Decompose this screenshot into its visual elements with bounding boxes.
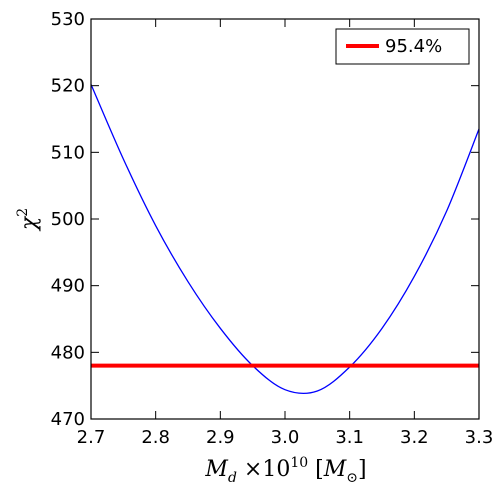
x-tick-label: 3.1	[335, 427, 364, 448]
x-tick-label: 2.7	[77, 427, 106, 448]
x-tick-label: 3.0	[271, 427, 300, 448]
series-layer	[90, 84, 480, 395]
y-tick-label: 500	[51, 209, 85, 230]
y-tick-label: 480	[51, 342, 85, 363]
legend: 95.4%	[335, 28, 470, 65]
y-tick-label: 470	[51, 409, 85, 430]
ticks-layer: 2.7 2.8 2.9 3.0 3.1 3.2 3.3 470 480 490 500 510 520 5…	[51, 9, 494, 448]
y-tick-label: 510	[51, 142, 85, 163]
legend-label-95-4: 95.4%	[385, 36, 442, 57]
y-tick-label: 530	[51, 9, 85, 30]
x-tick-label: 3.2	[400, 427, 429, 448]
y-tick-label: 490	[51, 276, 85, 297]
y-tick-label: 520	[51, 76, 85, 97]
x-tick-label: 3.3	[465, 427, 494, 448]
x-tick-label: 2.9	[206, 427, 235, 448]
x-tick-label: 2.8	[141, 427, 170, 448]
chi-square-curve	[90, 84, 480, 395]
